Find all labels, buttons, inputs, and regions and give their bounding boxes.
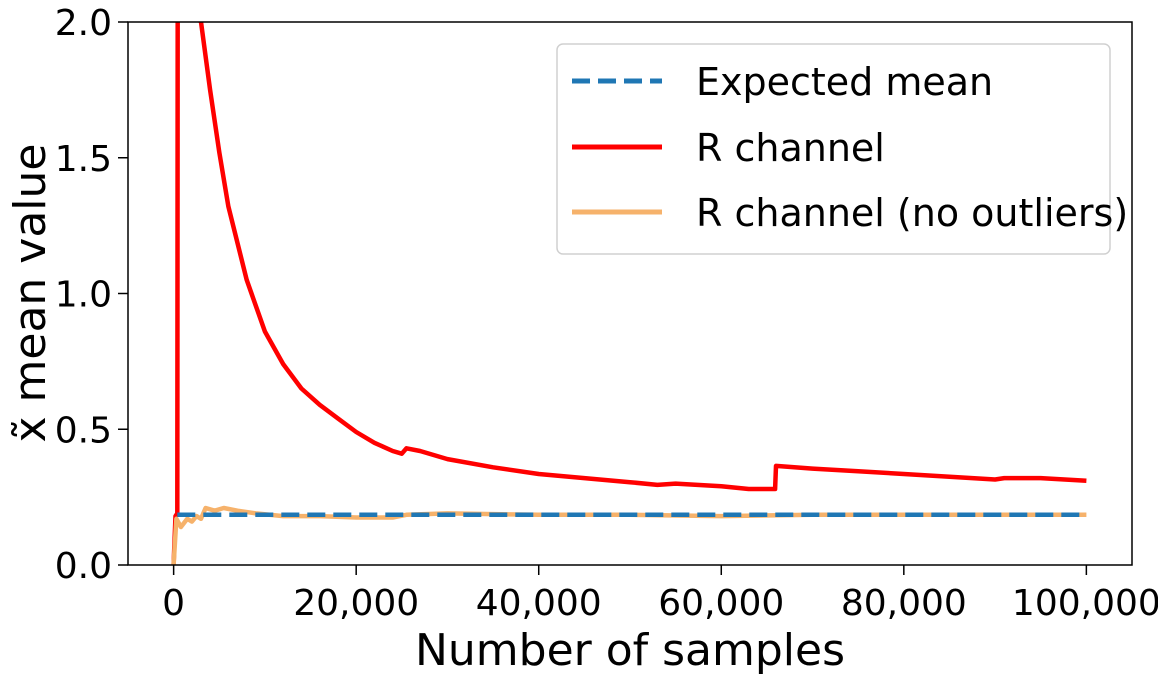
y-tick-label: 2.0: [55, 3, 112, 44]
x-axis: 0 20,000 40,000 60,000 80,000 100,000: [162, 565, 1158, 624]
legend-label-expected-mean: Expected mean: [696, 60, 993, 104]
series-line-r-channel: [171, 22, 1087, 565]
y-tick-label: 1.0: [55, 275, 112, 316]
x-tick-label: 60,000: [658, 583, 784, 624]
y-tick-label: 0.5: [55, 410, 112, 451]
legend: Expected mean R channel R channel (no ou…: [556, 43, 1128, 255]
series-layer: [171, 22, 1087, 565]
x-axis-label: Number of samples: [415, 625, 845, 676]
x-tick-label: 40,000: [476, 583, 602, 624]
x-tick-label: 0: [162, 583, 185, 624]
x-tick-label: 80,000: [841, 583, 967, 624]
y-tick-label: 0.0: [55, 546, 112, 587]
y-axis-label: x̃ mean value: [5, 144, 56, 443]
y-tick-label: 1.5: [55, 139, 112, 180]
legend-box: [556, 43, 1111, 255]
legend-label-r-channel: R channel: [696, 126, 885, 170]
y-axis: 0.0 0.5 1.0 1.5 2.0: [55, 3, 128, 587]
x-tick-label: 100,000: [1012, 583, 1158, 624]
x-tick-label: 20,000: [293, 583, 419, 624]
legend-label-r-channel-no-outliers: R channel (no outliers): [696, 191, 1128, 235]
